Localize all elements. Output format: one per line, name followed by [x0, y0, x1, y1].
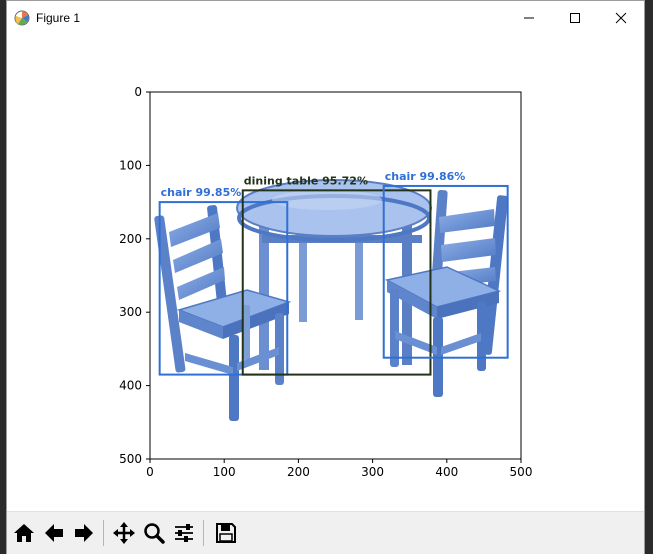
zoom-button[interactable] [139, 518, 169, 548]
axis-ticks: 0 100 200 300 400 500 0 100 200 300 400 500 [119, 85, 532, 479]
x-tick-label: 100 [213, 465, 236, 479]
save-button[interactable] [211, 518, 241, 548]
detection-box [158, 201, 289, 376]
back-button[interactable] [39, 518, 69, 548]
forward-arrow-icon [75, 524, 93, 542]
close-button[interactable] [598, 1, 644, 35]
y-tick-label: 300 [119, 305, 142, 319]
left-chair-illustration [154, 205, 292, 421]
x-tick-label: 300 [361, 465, 384, 479]
back-arrow-icon [45, 524, 63, 542]
zoom-icon [144, 523, 165, 544]
image-layer [150, 92, 521, 459]
maximize-icon [570, 13, 580, 23]
x-tick-label: 0 [146, 465, 154, 479]
x-tick-label: 500 [510, 465, 533, 479]
minimize-button[interactable] [506, 1, 552, 35]
pan-button[interactable] [109, 518, 139, 548]
figure-window: Figure 1 [6, 0, 645, 554]
toolbar-separator [203, 520, 204, 546]
x-tick-label: 200 [287, 465, 310, 479]
close-icon [615, 12, 627, 24]
home-button[interactable] [9, 518, 39, 548]
detections-layer: chair 99.85%dining table 95.72% chair 99.… [158, 170, 509, 376]
matplotlib-app-icon [14, 10, 30, 26]
home-icon [14, 524, 34, 542]
y-tick-label: 0 [134, 85, 142, 99]
background-ide-right [645, 0, 653, 554]
y-tick-label: 100 [119, 158, 142, 172]
maximize-button[interactable] [552, 1, 598, 35]
configure-subplots-icon [175, 524, 193, 542]
detection-box [241, 189, 432, 376]
detection-label: chair 99.86% [385, 170, 466, 183]
save-icon [216, 523, 236, 543]
figure-canvas[interactable]: chair 99.85% dining table 95.72% chair 99.… [7, 35, 644, 511]
configure-subplots-button[interactable] [169, 518, 199, 548]
title-bar[interactable]: Figure 1 [7, 1, 644, 35]
forward-button[interactable] [69, 518, 99, 548]
pan-icon [113, 522, 135, 544]
y-tick-label: 200 [119, 232, 142, 246]
detection-label: dining table 95.72% [244, 174, 368, 187]
minimize-icon [524, 17, 534, 19]
detection-label: chair 99.85% [161, 186, 242, 199]
detection-box [382, 184, 509, 359]
y-tick-label: 500 [119, 452, 142, 466]
toolbar-separator [103, 520, 104, 546]
window-title: Figure 1 [36, 11, 81, 25]
navigation-toolbar [7, 511, 644, 554]
x-tick-label: 400 [435, 465, 458, 479]
background-ide-left [0, 0, 6, 554]
y-tick-label: 400 [119, 379, 142, 393]
plot-svg[interactable]: chair 99.85%dining table 95.72% chair 99.… [7, 35, 644, 511]
axes-frame [149, 91, 522, 460]
right-chair-illustration [384, 189, 509, 397]
